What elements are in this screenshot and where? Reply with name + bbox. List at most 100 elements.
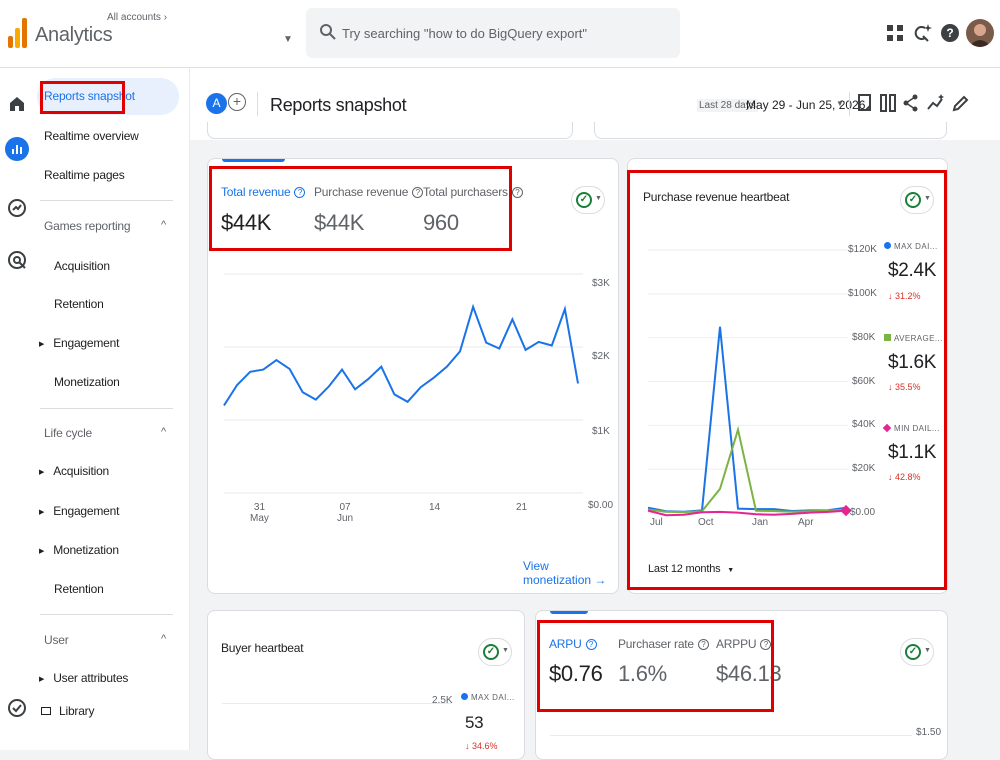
y-tick: $0.00: [850, 507, 876, 518]
analytics-logo: [8, 18, 27, 48]
metric-value: 960: [423, 210, 459, 235]
compare-icon[interactable]: [880, 94, 896, 112]
legend-value: 53: [465, 713, 484, 732]
x-tick: Jul: [650, 517, 663, 528]
help-icon[interactable]: ?: [294, 187, 306, 198]
add-comparison-button[interactable]: +: [228, 93, 246, 111]
date-range-label[interactable]: Last 28 days: [697, 99, 758, 112]
highlight-box: [40, 81, 125, 114]
metric-tab-total-revenue[interactable]: Total revenue?: [221, 185, 306, 199]
metric-tab-purchaser-rate[interactable]: Purchaser rate?: [618, 637, 709, 651]
nav-divider: [40, 408, 173, 409]
help-icon[interactable]: ?: [760, 639, 772, 650]
data-quality-button[interactable]: ✓ ▼: [571, 186, 605, 214]
svg-text:?: ?: [946, 26, 953, 40]
search-placeholder: Try searching "how to do BigQuery export…: [342, 26, 588, 41]
customize-report-icon[interactable]: [858, 94, 872, 112]
card-title: Buyer heartbeat: [221, 641, 304, 655]
metric-label: Total purchasers: [423, 185, 508, 199]
chevron-up-icon[interactable]: ^: [161, 633, 167, 645]
date-range-value[interactable]: May 29 - Jun 25, 2026: [746, 98, 866, 112]
legend-delta: ↓ 31.2%: [888, 291, 921, 301]
search-input[interactable]: Try searching "how to do BigQuery export…: [306, 8, 680, 58]
nav-section-games-reporting[interactable]: Games reporting: [44, 219, 131, 233]
comparison-avatar[interactable]: A: [206, 93, 227, 114]
apps-grid-icon[interactable]: [884, 22, 906, 44]
nav-section-user[interactable]: User: [44, 633, 69, 647]
nav-item-life-retention[interactable]: Retention: [54, 582, 104, 596]
insights-search-icon[interactable]: [911, 22, 933, 44]
advertising-icon[interactable]: [7, 250, 27, 270]
nav-item-life-monetization[interactable]: ▶ Monetization: [39, 543, 119, 557]
nav-item-games-monetization[interactable]: Monetization: [54, 375, 120, 389]
data-quality-button[interactable]: ✓ ▼: [478, 638, 512, 666]
data-quality-button[interactable]: ✓ ▼: [900, 638, 934, 666]
user-avatar[interactable]: [966, 19, 994, 47]
period-selector[interactable]: Last 12 months ▼: [648, 563, 734, 575]
help-icon[interactable]: ?: [585, 639, 597, 650]
expand-arrow-icon: ▶: [39, 547, 45, 555]
share-icon[interactable]: [903, 94, 919, 112]
nav-item-label: Library: [59, 704, 95, 718]
metric-tab-total-purchasers[interactable]: Total purchasers?: [423, 185, 523, 199]
nav-item-user-attributes[interactable]: ▶ User attributes: [39, 671, 128, 685]
metric-tab-arpu[interactable]: ARPU?: [549, 637, 597, 651]
chevron-up-icon[interactable]: ^: [161, 426, 167, 438]
y-tick: $100K: [848, 288, 877, 299]
legend-text: AVERAGE...: [894, 334, 943, 343]
metric-tab-arppu[interactable]: ARPPU?: [716, 637, 772, 651]
folder-icon: [41, 707, 51, 715]
account-dropdown-icon[interactable]: ▼: [283, 34, 293, 45]
x-tick: Jan: [752, 517, 769, 528]
nav-item-games-acquisition[interactable]: Acquisition: [54, 259, 110, 273]
nav-divider: [40, 614, 173, 615]
check-circle-icon: ✓: [576, 192, 592, 208]
view-monetization-link[interactable]: View monetization →: [523, 559, 618, 587]
metric-value: 1.6%: [618, 661, 667, 686]
period-label: Last 12 months: [648, 563, 721, 575]
nav-item-games-engagement[interactable]: ▶ Engagement: [39, 336, 119, 350]
check-circle-icon: ✓: [905, 644, 921, 660]
nav-item-library[interactable]: Library: [41, 704, 94, 718]
y-tick: $0.00: [588, 500, 614, 511]
nav-item-life-acquisition[interactable]: ▶ Acquisition: [39, 464, 109, 478]
search-icon: [320, 24, 336, 40]
check-circle-icon: ✓: [905, 192, 921, 208]
y-tick: $1K: [592, 426, 610, 437]
nav-section-life-cycle[interactable]: Life cycle: [44, 426, 93, 440]
help-icon[interactable]: ?: [412, 187, 424, 198]
chevron-down-icon: ▼: [727, 567, 735, 574]
help-icon[interactable]: ?: [511, 187, 523, 198]
nav-item-life-engagement[interactable]: ▶ Engagement: [39, 504, 119, 518]
page-title: Reports snapshot: [270, 95, 407, 115]
metric-tab-purchase-revenue[interactable]: Purchase revenue?: [314, 185, 424, 199]
nav-item-realtime-overview[interactable]: Realtime overview: [44, 129, 139, 143]
nav-item-reports-snapshot[interactable]: Reports snapshot: [44, 89, 135, 103]
insights-icon[interactable]: [927, 94, 945, 112]
divider: [849, 92, 850, 116]
nav-item-realtime-pages[interactable]: Realtime pages: [44, 168, 125, 182]
legend-dot-icon: [461, 693, 468, 700]
expand-arrow-icon: ▶: [39, 468, 45, 476]
home-icon[interactable]: [7, 94, 27, 114]
y-tick: $80K: [852, 332, 876, 343]
help-icon[interactable]: ?: [697, 639, 709, 650]
nav-item-games-retention[interactable]: Retention: [54, 297, 104, 311]
help-icon[interactable]: ?: [939, 22, 961, 44]
explore-icon[interactable]: [7, 198, 27, 218]
account-breadcrumb[interactable]: All accounts ›: [107, 12, 168, 23]
chevron-down-icon: ▼: [595, 195, 602, 202]
metric-value: $46.13: [716, 661, 782, 686]
admin-icon[interactable]: [7, 698, 27, 718]
metric-label: ARPPU: [716, 637, 757, 651]
data-quality-button[interactable]: ✓ ▼: [900, 186, 934, 214]
divider: [257, 92, 258, 116]
chevron-up-icon[interactable]: ^: [161, 219, 167, 231]
left-rail: [0, 68, 33, 750]
link-label: View monetization: [523, 559, 592, 587]
reports-icon[interactable]: [5, 137, 29, 161]
active-metric-indicator: [550, 611, 588, 614]
date-dropdown-icon[interactable]: ▼: [836, 99, 844, 108]
edit-icon[interactable]: [952, 94, 969, 112]
x-tick-month: May: [250, 513, 269, 524]
